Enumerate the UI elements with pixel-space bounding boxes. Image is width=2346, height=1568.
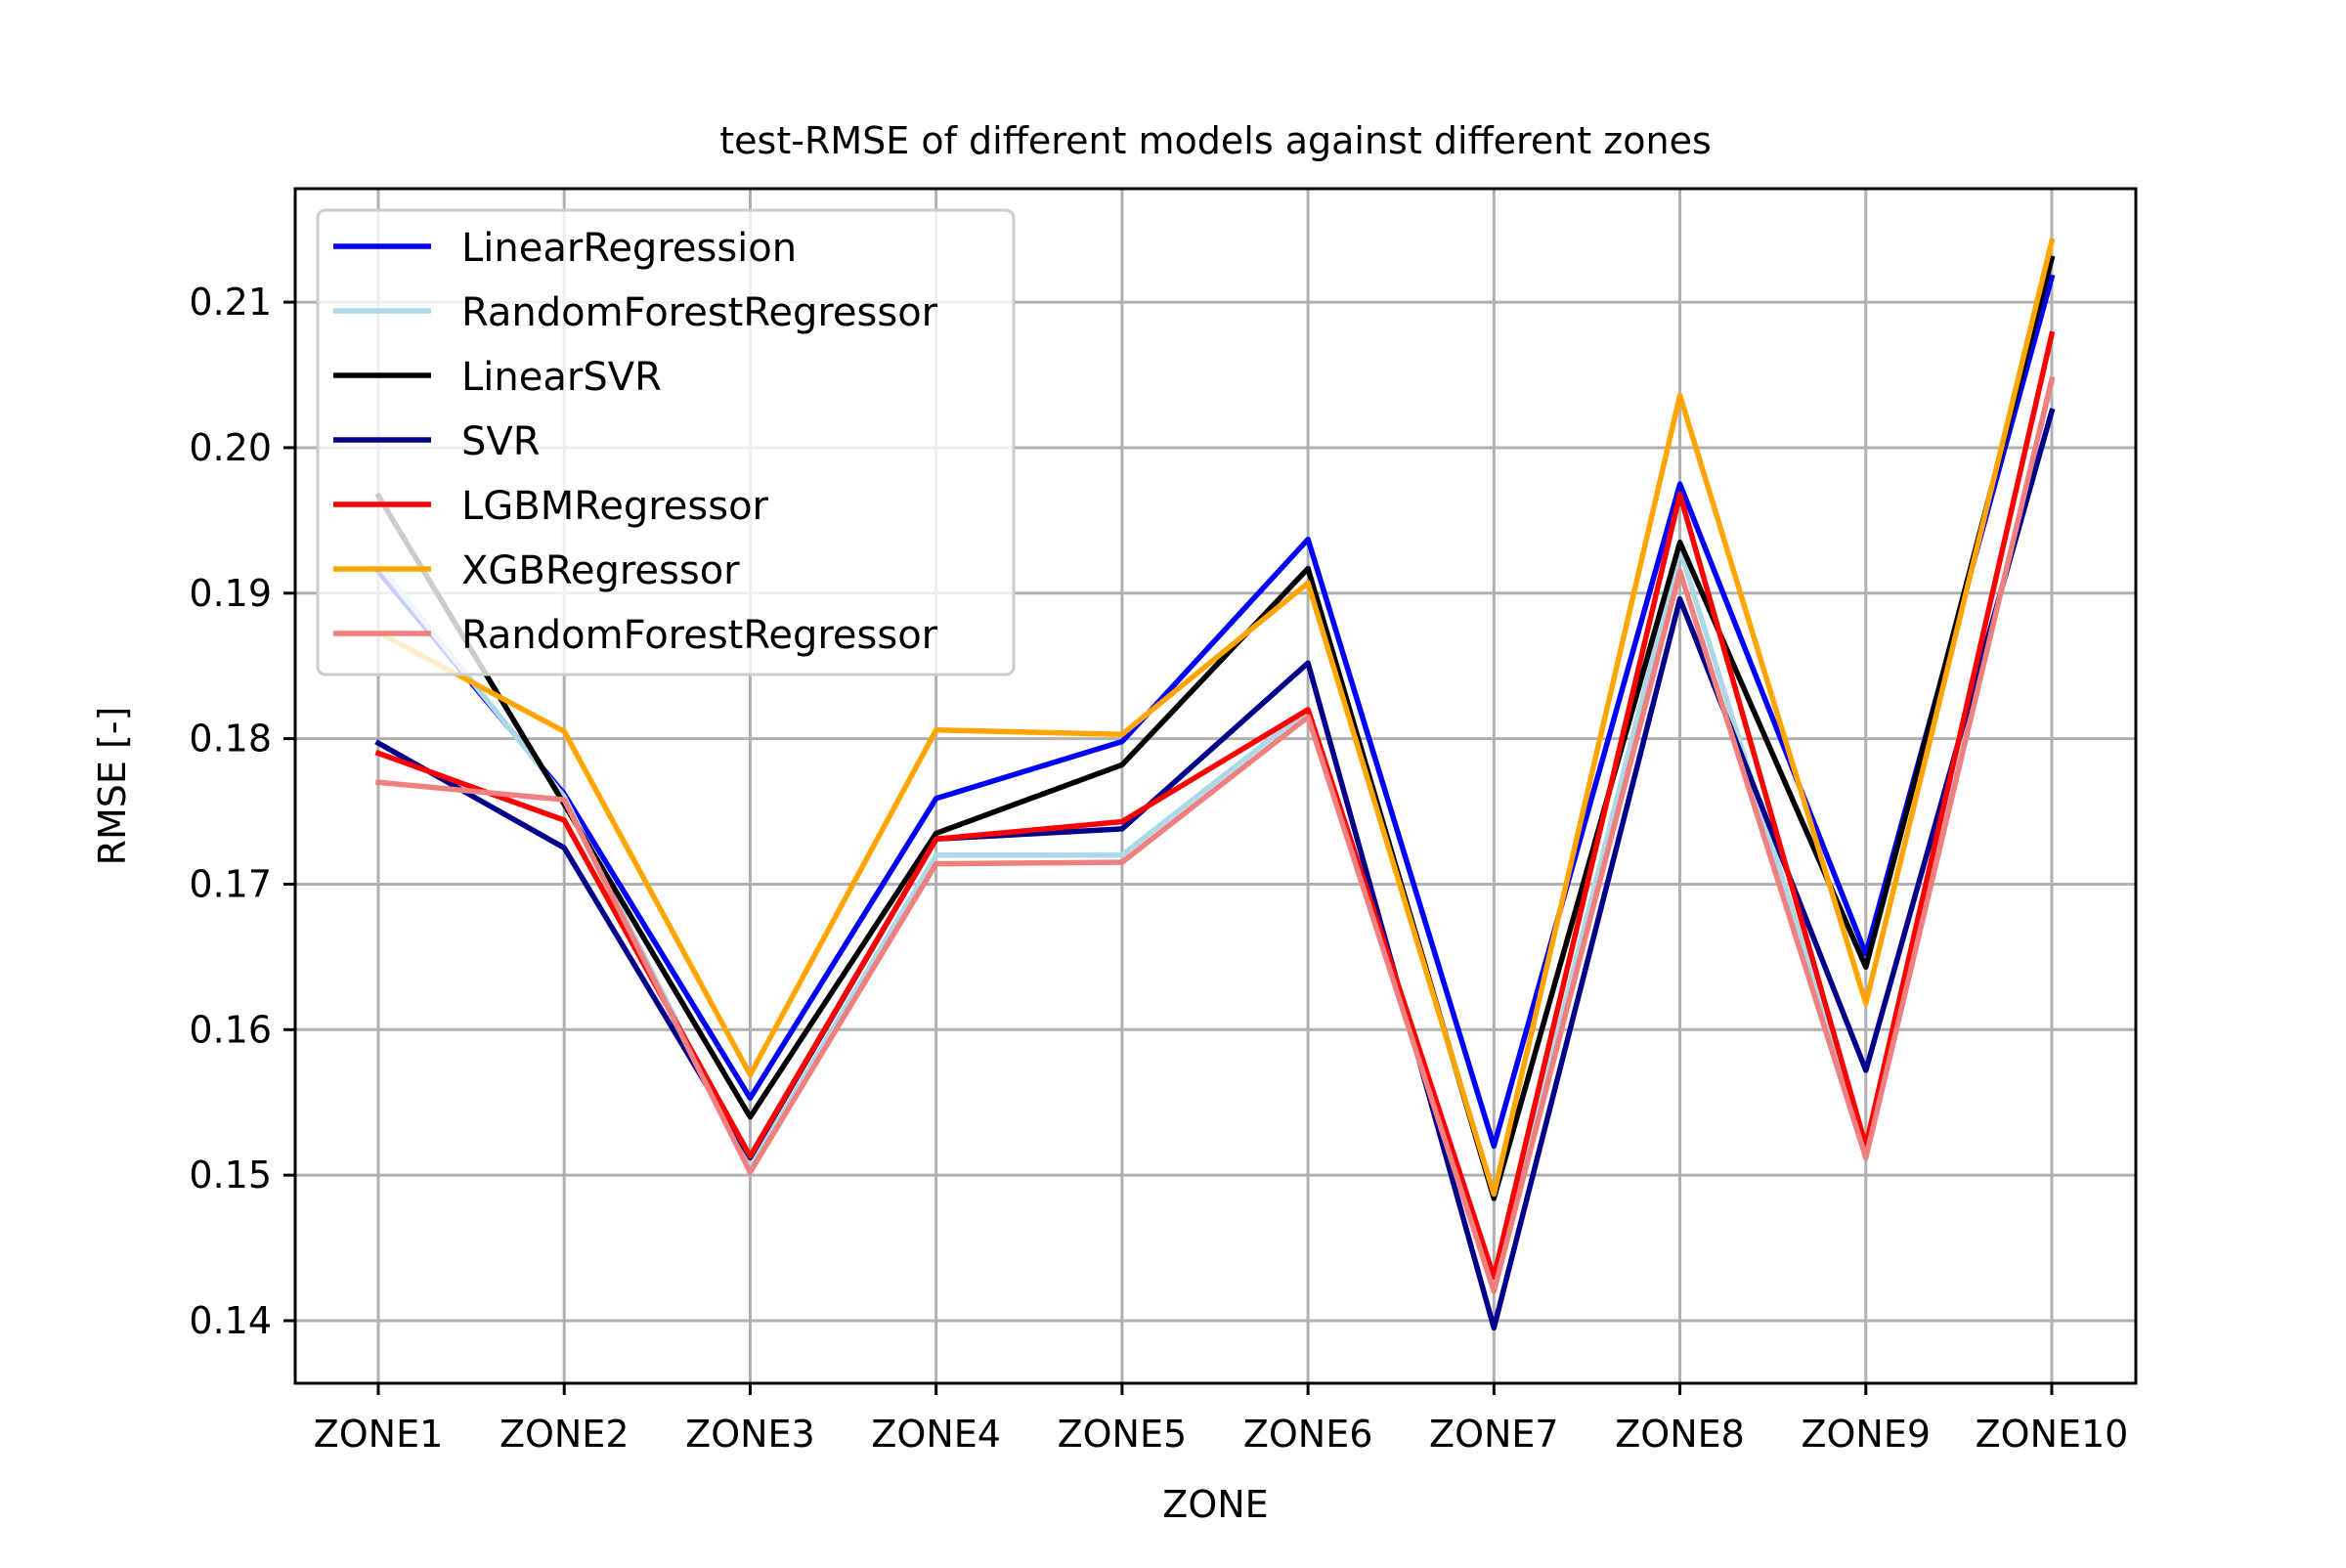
series-line <box>374 255 2056 1201</box>
chart-title: test-RMSE of different models against di… <box>719 119 1712 162</box>
y-tick-label: 0.14 <box>189 1299 272 1342</box>
legend: LinearRegression RandomForestRegressor Lin… <box>316 208 1016 676</box>
series-lines <box>374 238 2056 1331</box>
series-line <box>374 238 2056 1198</box>
legend-label: RandomForestRegressor <box>461 290 938 335</box>
legend-label: LGBMRegressor <box>461 484 769 529</box>
plot-frame <box>293 187 2138 1385</box>
y-axis-label: RMSE [-] <box>91 707 134 866</box>
x-tick-label: ZONE6 <box>1243 1413 1373 1456</box>
legend-label: SVR <box>461 419 541 464</box>
x-tick-label: ZONE7 <box>1429 1413 1559 1456</box>
y-tick-label: 0.19 <box>189 572 272 615</box>
x-tick-label: ZONE4 <box>871 1413 1001 1456</box>
y-tick-label: 0.18 <box>189 718 272 761</box>
x-tick-label: ZONE9 <box>1801 1413 1931 1456</box>
legend-label: LinearRegression <box>461 226 797 271</box>
series-line <box>374 408 2056 1331</box>
x-tick-label: ZONE2 <box>500 1413 630 1456</box>
x-tick-label: ZONE10 <box>1976 1413 2129 1456</box>
series-line <box>375 375 2056 1294</box>
y-tick-label: 0.15 <box>189 1154 272 1197</box>
x-tick-label: ZONE8 <box>1615 1413 1745 1456</box>
y-tick-label: 0.16 <box>189 1008 272 1051</box>
y-tick-label: 0.17 <box>189 862 272 905</box>
legend-box <box>316 208 1016 676</box>
x-axis-label: ZONE <box>1162 1483 1268 1526</box>
x-tick-label: ZONE5 <box>1058 1413 1188 1456</box>
series-line <box>374 274 2056 1150</box>
legend-label: LinearSVR <box>461 355 662 400</box>
legend-label: RandomForestRegressor <box>461 613 938 658</box>
y-tick-label: 0.20 <box>189 426 272 469</box>
axis-ticks: ZONE1 ZONE2 ZONE3 ZONE4 ZONE5 ZONE6 ZONE7 ZONE8… <box>189 281 2128 1456</box>
x-tick-label: ZONE1 <box>314 1413 444 1456</box>
x-tick-label: ZONE3 <box>685 1413 815 1456</box>
y-tick-label: 0.21 <box>189 281 272 324</box>
legend-label: XGBRegressor <box>461 548 740 593</box>
